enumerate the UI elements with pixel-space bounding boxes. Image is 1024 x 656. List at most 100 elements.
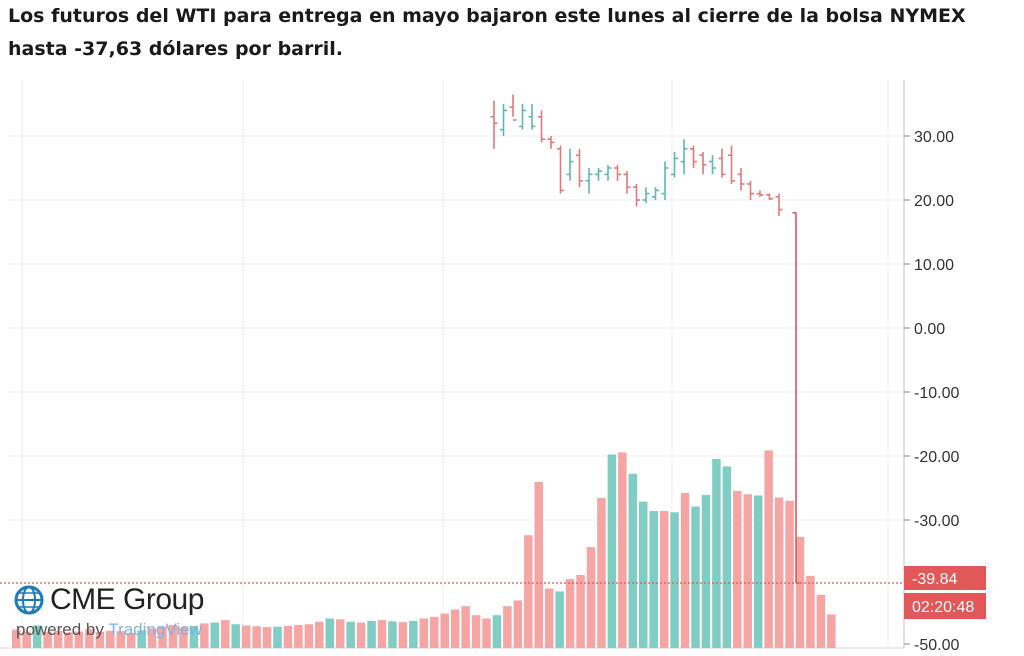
volume-bar bbox=[722, 466, 732, 648]
volume-bar bbox=[461, 606, 470, 648]
price-axis: 30.00 20.00 10.00 0.00 -10.00 -20.00 -30.00 -50… bbox=[903, 80, 959, 654]
volume-bar bbox=[273, 626, 282, 648]
volume-bar bbox=[639, 501, 648, 648]
volume-bar bbox=[377, 620, 387, 648]
time-badge-label: 02:20:48 bbox=[912, 599, 974, 616]
volume-bar bbox=[168, 625, 178, 648]
volume-bar bbox=[701, 495, 711, 648]
y-tick-label: -10.00 bbox=[914, 385, 959, 402]
volume-bar bbox=[241, 625, 251, 648]
volume-bar bbox=[137, 630, 146, 648]
volume-bar bbox=[189, 625, 199, 648]
volume-bar bbox=[430, 616, 439, 648]
volume-bar bbox=[409, 620, 418, 648]
volume-bar bbox=[471, 615, 481, 648]
volume-bar bbox=[231, 624, 240, 648]
volume-bar bbox=[659, 511, 669, 648]
price-badges: -39.84 02:20:48 bbox=[904, 566, 986, 619]
volume-bar bbox=[440, 613, 449, 648]
cme-watermark: CME Group powered by TradingView bbox=[14, 582, 274, 652]
cme-logo: CME Group bbox=[14, 582, 204, 618]
ohlc-bars bbox=[0, 94, 904, 584]
volume-bar bbox=[785, 500, 794, 648]
volume-bar bbox=[294, 625, 303, 648]
time-badge bbox=[904, 593, 986, 619]
volume-bar bbox=[712, 458, 721, 648]
volume-bar bbox=[95, 632, 105, 648]
volume-bar bbox=[628, 473, 638, 648]
powered-by-label: powered by bbox=[16, 620, 104, 639]
volume-bar bbox=[607, 454, 617, 648]
y-tick-label: -30.00 bbox=[914, 513, 959, 530]
volume-bar bbox=[74, 631, 84, 648]
volume-bar bbox=[356, 622, 366, 648]
volume-bar bbox=[618, 452, 627, 648]
volume-bar bbox=[335, 619, 345, 648]
volume-bars bbox=[12, 450, 836, 648]
volume-bar bbox=[753, 495, 763, 648]
volume-bar bbox=[450, 609, 460, 648]
volume-bar bbox=[22, 631, 31, 648]
volume-bar bbox=[283, 625, 293, 648]
volume-bar bbox=[116, 631, 125, 648]
brand-name: CME Group bbox=[50, 583, 204, 616]
volume-bar bbox=[158, 626, 167, 648]
volume-bar bbox=[200, 623, 209, 648]
y-tick-label: 30.00 bbox=[914, 129, 954, 146]
volume-bar bbox=[126, 632, 136, 648]
tradingview-link[interactable]: TradingView bbox=[108, 620, 202, 639]
volume-bar bbox=[304, 624, 314, 648]
volume-bar bbox=[388, 621, 397, 648]
volume-bar bbox=[315, 621, 324, 648]
volume-bar bbox=[733, 490, 742, 648]
volume-bar bbox=[524, 535, 533, 648]
volume-bar bbox=[346, 621, 355, 648]
y-tick-label: -20.00 bbox=[914, 449, 959, 466]
volume-bar bbox=[398, 622, 408, 648]
volume-bar bbox=[32, 625, 42, 648]
volume-bar bbox=[210, 622, 220, 648]
volume-bar bbox=[53, 630, 63, 648]
volume-bar bbox=[795, 536, 805, 648]
powered-by-text: powered by TradingView bbox=[16, 620, 202, 640]
headline: Los futuros del WTI para entrega en mayo… bbox=[8, 5, 966, 60]
volume-bar bbox=[806, 575, 815, 648]
volume-bar bbox=[544, 588, 554, 648]
volume-bar bbox=[482, 618, 491, 648]
y-tick-label: -50.00 bbox=[914, 637, 959, 654]
volume-bar bbox=[576, 575, 585, 648]
volume-bar bbox=[262, 627, 272, 648]
volume-bar bbox=[565, 579, 575, 648]
volume-bar bbox=[827, 614, 836, 648]
volume-bar bbox=[147, 628, 157, 648]
volume-bar bbox=[649, 511, 658, 648]
price-badge-label: -39.84 bbox=[912, 571, 957, 588]
volume-bar bbox=[12, 629, 21, 648]
volume-bar bbox=[680, 493, 690, 648]
volume-bar bbox=[764, 450, 773, 648]
volume-bar bbox=[419, 618, 429, 648]
volume-bar bbox=[816, 594, 826, 648]
y-tick-label: 20.00 bbox=[914, 193, 954, 210]
volume-bar bbox=[774, 497, 784, 648]
volume-bar bbox=[586, 547, 596, 648]
volume-bar bbox=[85, 629, 94, 648]
volume-bar bbox=[179, 627, 188, 648]
globe-icon bbox=[14, 585, 44, 615]
price-badge bbox=[904, 566, 986, 590]
volume-bar bbox=[691, 506, 700, 648]
volume-bar bbox=[325, 618, 334, 648]
volume-bar bbox=[513, 600, 523, 648]
volume-bar bbox=[252, 626, 261, 648]
volume-bar bbox=[221, 620, 230, 648]
volume-bar bbox=[106, 630, 115, 648]
volume-bar bbox=[534, 481, 543, 648]
volume-bar bbox=[43, 631, 52, 648]
volume-bar bbox=[743, 494, 752, 648]
volume-bar bbox=[64, 632, 73, 648]
y-tick-label: 10.00 bbox=[914, 257, 954, 274]
volume-bar bbox=[670, 512, 679, 648]
y-tick-label: 0.00 bbox=[914, 321, 945, 338]
volume-bar bbox=[597, 497, 606, 648]
